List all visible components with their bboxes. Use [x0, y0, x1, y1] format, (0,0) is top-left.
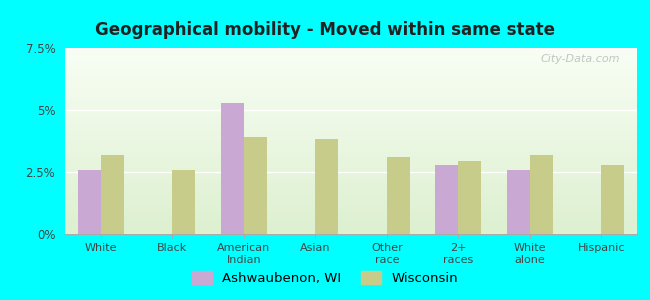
Bar [78, 169, 101, 234]
Text: City-Data.com: City-Data.com [540, 54, 620, 64]
Bar [101, 154, 124, 234]
Legend: Ashwaubenon, WI, Wisconsin: Ashwaubenon, WI, Wisconsin [187, 266, 463, 290]
Bar [458, 161, 481, 234]
Bar [221, 103, 244, 234]
Bar [244, 137, 266, 234]
Bar [387, 157, 410, 234]
Bar [530, 154, 552, 234]
Bar [507, 169, 530, 234]
Bar [601, 165, 624, 234]
Bar [315, 139, 338, 234]
Bar [436, 165, 458, 234]
Bar [172, 169, 195, 234]
Text: Geographical mobility - Moved within same state: Geographical mobility - Moved within sam… [95, 21, 555, 39]
